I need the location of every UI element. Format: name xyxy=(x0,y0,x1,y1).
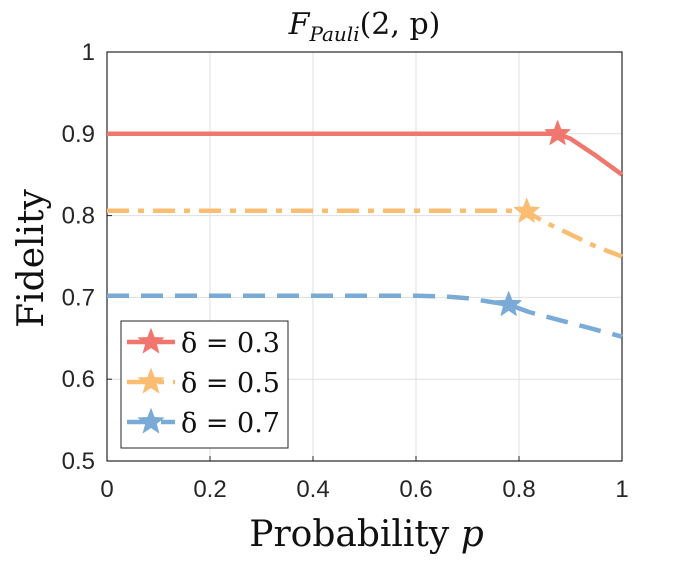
series-marker-3 xyxy=(495,291,522,316)
tick-labels: 0 0.2 0.4 0.6 0.8 1 0.5 0.6 0.7 0.8 0.9 1 xyxy=(62,39,629,503)
y-axis-label: Fidelity xyxy=(11,189,52,328)
y-tick-label: 0.8 xyxy=(62,203,95,230)
legend-label-1: δ = 0.3 xyxy=(181,328,280,359)
title-subscript: Pauli xyxy=(308,22,359,46)
x-axis-label-var: p xyxy=(461,514,484,555)
legend-swatch-marker-2 xyxy=(137,367,165,394)
series-marker-2 xyxy=(513,198,540,223)
series-marker-1 xyxy=(544,120,571,145)
legend-swatch-marker-1 xyxy=(137,327,165,354)
legend-label-3: δ = 0.7 xyxy=(181,408,280,439)
chart-title: FPauli(2, p) xyxy=(288,7,441,46)
x-tick-label: 0 xyxy=(100,476,113,503)
legend-label-2: δ = 0.5 xyxy=(181,368,280,399)
x-tick-label: 1 xyxy=(615,476,628,503)
x-axis-label-text: Probability xyxy=(249,514,450,555)
y-tick-label: 0.6 xyxy=(62,366,95,393)
title-main: F xyxy=(288,7,311,42)
series-line-3 xyxy=(107,293,623,339)
x-tick-label: 0.6 xyxy=(399,476,432,503)
y-tick-label: 0.5 xyxy=(62,448,95,475)
y-tick-label: 1 xyxy=(82,39,95,66)
x-tick-label: 0.8 xyxy=(502,476,535,503)
series-lines xyxy=(107,131,624,339)
series-markers xyxy=(495,120,571,316)
title-args: (2, p) xyxy=(360,7,441,42)
series-line-2 xyxy=(107,208,623,259)
series-line-1 xyxy=(107,131,624,177)
y-tick-label: 0.9 xyxy=(62,121,95,148)
x-axis-label: Probability p xyxy=(249,514,484,555)
x-tick-label: 0.4 xyxy=(296,476,329,503)
legend-swatch-marker-3 xyxy=(137,407,165,434)
x-tick-label: 0.2 xyxy=(193,476,226,503)
legend: δ = 0.3 δ = 0.5 δ = 0.7 xyxy=(120,320,289,449)
y-tick-label: 0.7 xyxy=(62,284,95,311)
